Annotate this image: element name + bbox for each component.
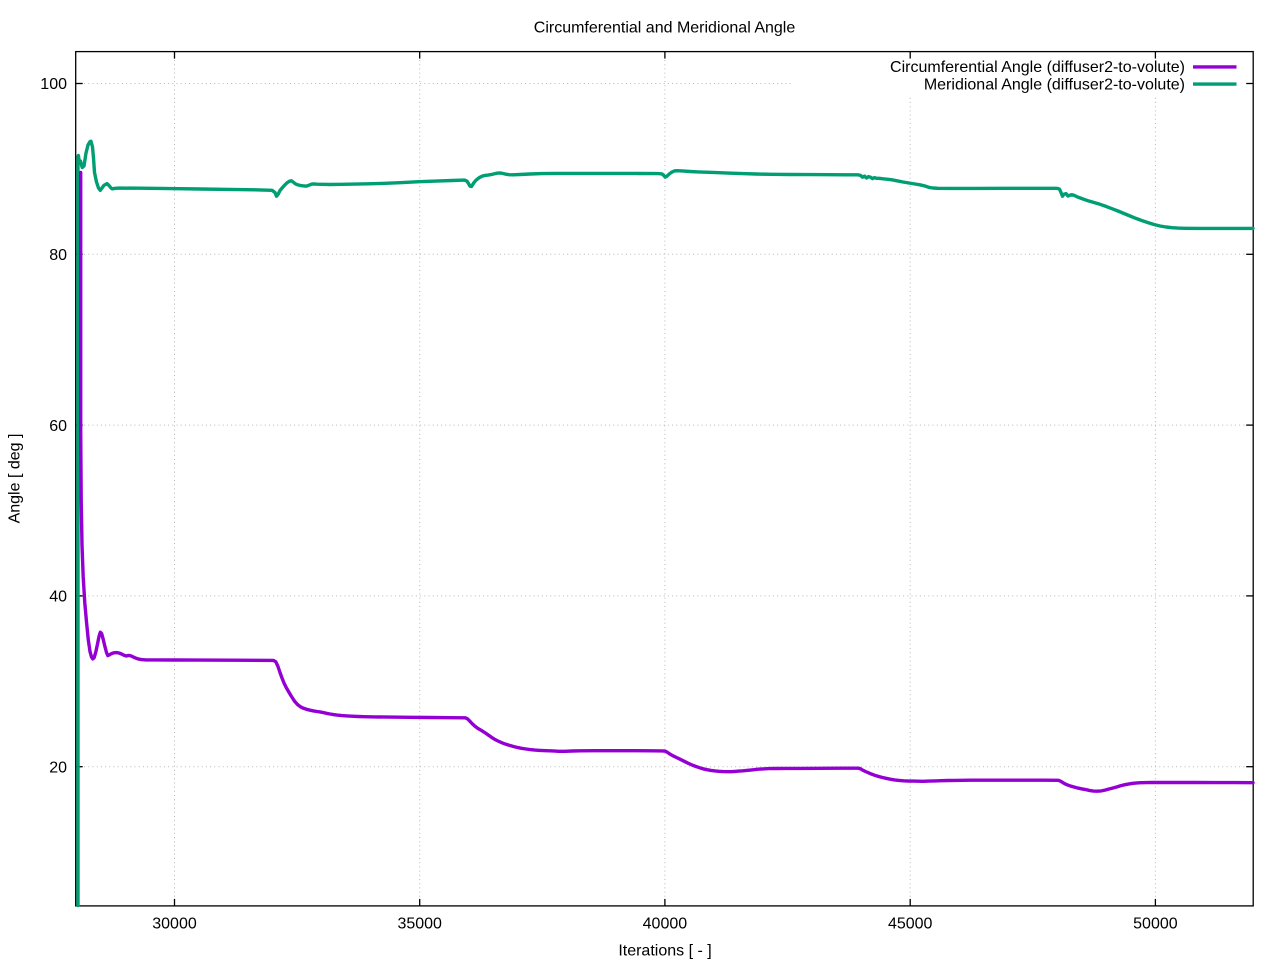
svg-text:60: 60 — [49, 418, 67, 435]
svg-text:35000: 35000 — [397, 916, 442, 933]
svg-text:100: 100 — [40, 76, 67, 93]
svg-text:Angle [ deg ]: Angle [ deg ] — [7, 434, 24, 524]
svg-text:45000: 45000 — [888, 916, 933, 933]
svg-text:50000: 50000 — [1133, 916, 1178, 933]
svg-text:40: 40 — [49, 589, 67, 606]
svg-text:40000: 40000 — [643, 916, 688, 933]
svg-text:Meridional Angle (diffuser2-to: Meridional Angle (diffuser2-to-volute) — [924, 76, 1185, 93]
svg-text:Circumferential Angle (diffuse: Circumferential Angle (diffuser2-to-volu… — [890, 59, 1185, 76]
svg-text:20: 20 — [49, 759, 67, 776]
svg-text:30000: 30000 — [152, 916, 197, 933]
svg-text:80: 80 — [49, 247, 67, 264]
svg-text:Iterations [ - ]: Iterations [ - ] — [618, 943, 711, 960]
svg-text:Circumferential and Meridional: Circumferential and Meridional Angle — [534, 20, 796, 37]
